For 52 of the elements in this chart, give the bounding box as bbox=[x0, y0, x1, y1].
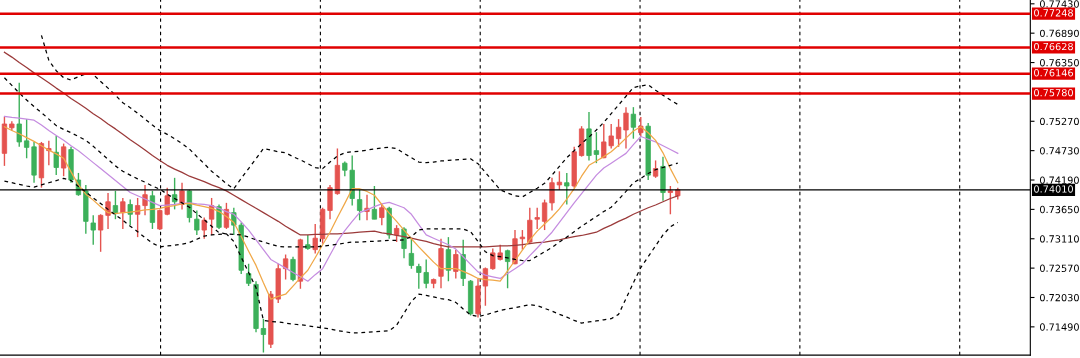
candlestick bbox=[290, 256, 296, 282]
ref-line-label: 0.76146 bbox=[1034, 69, 1073, 77]
y-tick-label: 0.73110 bbox=[1039, 235, 1079, 243]
y-tick-label: 0.73650 bbox=[1039, 205, 1079, 214]
candlestick bbox=[593, 131, 600, 164]
candlestick bbox=[60, 142, 67, 177]
candlestick bbox=[564, 172, 570, 206]
candlestick bbox=[356, 189, 363, 221]
line-series bbox=[3, 51, 679, 248]
candlestick bbox=[408, 238, 415, 270]
candlestick bbox=[260, 318, 267, 354]
candlestick bbox=[245, 263, 252, 287]
candlestick bbox=[201, 216, 207, 240]
candlestick bbox=[171, 177, 178, 211]
candlestick bbox=[142, 184, 148, 217]
candlestick bbox=[53, 135, 59, 176]
candlestick bbox=[90, 214, 96, 246]
candlestick bbox=[504, 248, 511, 289]
candlestick bbox=[630, 106, 637, 140]
y-tick-label: 0.76890 bbox=[1039, 29, 1079, 38]
ref-line-label: 0.76628 bbox=[1034, 42, 1073, 51]
candlestick bbox=[194, 209, 200, 236]
ref-line-label: 0.74010 bbox=[1034, 185, 1073, 193]
candlestick bbox=[127, 198, 133, 226]
y-tick-label: 0.76350 bbox=[1039, 59, 1079, 67]
candlestick bbox=[445, 236, 452, 282]
y-tick-label: 0.74190 bbox=[1039, 176, 1079, 184]
candlestick bbox=[305, 234, 311, 251]
candlestick bbox=[541, 198, 548, 231]
candlestick bbox=[556, 170, 563, 191]
y-tick-label: 0.72570 bbox=[1039, 264, 1079, 272]
candlestick bbox=[667, 185, 674, 215]
candlestick bbox=[112, 190, 119, 220]
ref-line-label: 0.77248 bbox=[1034, 9, 1073, 17]
y-tick-label: 0.74730 bbox=[1039, 147, 1079, 155]
candlestick bbox=[312, 223, 318, 255]
candlestick bbox=[327, 184, 333, 220]
y-tick-label: 0.77430 bbox=[1039, 0, 1079, 8]
candlestick bbox=[379, 203, 385, 226]
candlestick bbox=[623, 106, 629, 150]
candlestick bbox=[519, 229, 526, 251]
y-tick-label: 0.75270 bbox=[1039, 117, 1079, 126]
y-tick-label: 0.72030 bbox=[1039, 293, 1079, 302]
ref-line-label: 0.75780 bbox=[1034, 89, 1073, 97]
candlestick bbox=[371, 185, 378, 220]
y-tick-label: 0.71490 bbox=[1039, 323, 1079, 331]
candlestick bbox=[120, 197, 126, 230]
candlestick bbox=[534, 207, 540, 230]
candlestick bbox=[615, 118, 622, 148]
candlestick bbox=[453, 248, 459, 280]
candlestick bbox=[549, 177, 555, 212]
candlestick bbox=[16, 81, 22, 148]
